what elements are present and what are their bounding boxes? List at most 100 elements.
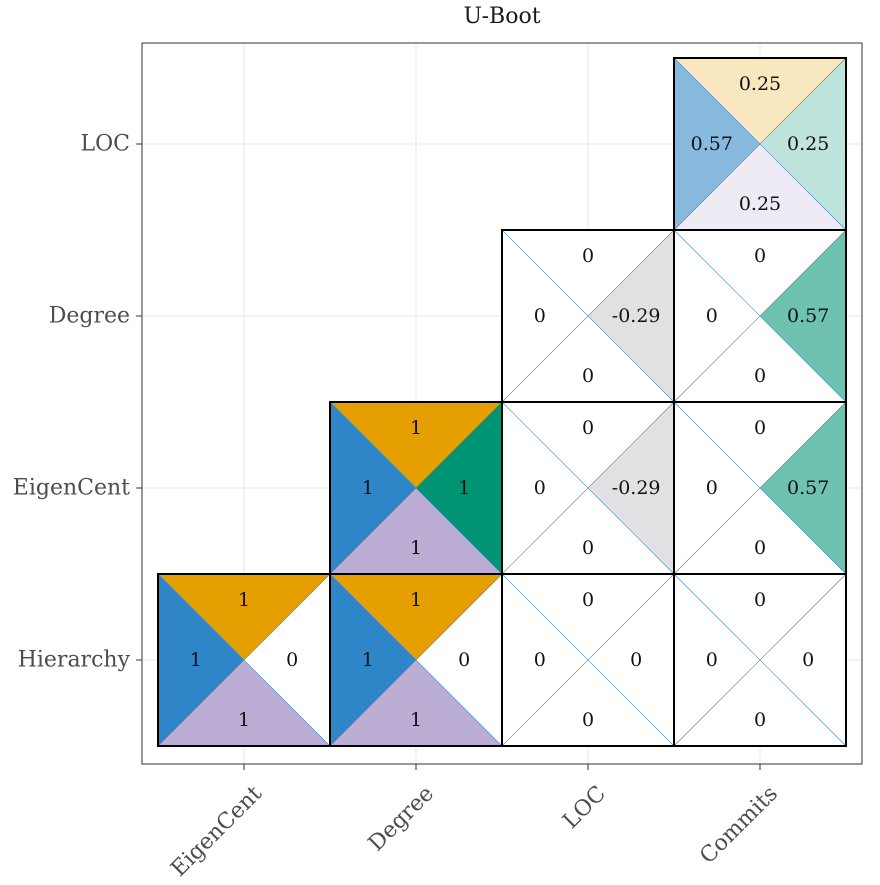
triangle-right <box>416 574 502 746</box>
triangle-left <box>502 230 588 402</box>
heatmap-cell: 1 1 0 1 <box>157 573 331 747</box>
triangle-right <box>760 230 846 402</box>
value-label-right: 0 <box>458 649 470 671</box>
value-label-left: 0 <box>534 649 546 671</box>
y-tick-label: Hierarchy <box>18 648 131 673</box>
value-label-bottom: 1 <box>410 537 422 559</box>
triangle-top <box>502 230 674 316</box>
triangle-right <box>588 574 674 746</box>
value-label-top: 0 <box>754 417 766 439</box>
value-label-right: 0 <box>802 649 814 671</box>
heatmap-cell: 0.25 0.57 0.25 0.25 <box>673 57 847 231</box>
heatmap-cell: 0 0 0 0 <box>501 573 675 747</box>
y-tick-label: Degree <box>49 304 130 329</box>
triangle-left <box>158 574 244 746</box>
value-label-top: 0 <box>754 245 766 267</box>
triangle-right <box>416 402 502 574</box>
value-label-right: 0.25 <box>787 133 829 155</box>
value-label-left: 0 <box>706 477 718 499</box>
value-label-right: 0 <box>630 649 642 671</box>
triangle-left <box>502 402 588 574</box>
heatmap-cell: 1 1 0 1 <box>329 573 503 747</box>
value-label-top: 0 <box>754 589 766 611</box>
triangle-top <box>502 402 674 488</box>
triangle-top <box>330 402 502 488</box>
value-label-bottom: 1 <box>238 709 250 731</box>
triangle-right <box>760 574 846 746</box>
triangle-bottom <box>502 488 674 574</box>
value-label-right: 0 <box>286 649 298 671</box>
triangle-left <box>330 402 416 574</box>
y-tick-label: EigenCent <box>13 476 130 501</box>
value-label-bottom: 0 <box>754 709 766 731</box>
value-label-left: 1 <box>362 649 374 671</box>
triangle-bottom <box>330 660 502 746</box>
cell-diagonal <box>157 573 331 747</box>
x-tick-label: Commits <box>695 781 783 869</box>
triangle-right <box>588 230 674 402</box>
triangle-bottom <box>502 660 674 746</box>
heatmap-cells: 1 1 0 1 1 1 0 1 0 0 0 0 0 0 0 0 1 1 1 1 0 0 -0.29 0 0 0 0.57 0 0 0 -0.… <box>157 57 847 747</box>
value-label-left: 1 <box>190 649 202 671</box>
value-label-bottom: 1 <box>410 709 422 731</box>
value-label-left: 0 <box>706 305 718 327</box>
triangle-left <box>502 574 588 746</box>
heatmap-cell: 0 0 0.57 0 <box>673 229 847 403</box>
value-label-top: 1 <box>238 589 250 611</box>
cell-diagonal <box>673 573 847 747</box>
chart-title: U-Boot <box>463 4 540 29</box>
cell-diagonal <box>673 229 847 403</box>
triangle-top <box>502 574 674 660</box>
value-label-left: 0 <box>534 477 546 499</box>
triangle-bottom <box>502 316 674 402</box>
value-label-bottom: 0 <box>582 537 594 559</box>
value-label-right: 0.57 <box>787 477 829 499</box>
cell-border <box>673 57 847 231</box>
triangle-top <box>158 574 330 660</box>
value-label-top: 0 <box>582 417 594 439</box>
triangle-right <box>760 402 846 574</box>
value-label-top: 0 <box>582 245 594 267</box>
triangle-top <box>330 574 502 660</box>
triangle-left <box>330 574 416 746</box>
triangle-top <box>674 402 846 488</box>
triangle-bottom <box>674 660 846 746</box>
triangle-right <box>760 58 846 230</box>
value-label-right: -0.29 <box>612 477 661 499</box>
x-tick-label: Degree <box>364 781 439 856</box>
triangle-bottom <box>674 316 846 402</box>
value-label-right: 0.57 <box>787 305 829 327</box>
value-label-bottom: 0 <box>754 365 766 387</box>
cell-diagonal <box>501 573 675 747</box>
value-label-top: 1 <box>410 417 422 439</box>
x-tick-label: EigenCent <box>166 781 267 882</box>
cell-diagonal <box>673 57 847 231</box>
triangle-right <box>244 574 330 746</box>
cell-diagonal <box>501 401 675 575</box>
value-label-left: 0.57 <box>691 133 733 155</box>
value-label-bottom: 0 <box>582 709 594 731</box>
heatmap-cell: 0 0 0.57 0 <box>673 401 847 575</box>
triangle-bottom <box>330 488 502 574</box>
heatmap-cell: 0 0 -0.29 0 <box>501 229 675 403</box>
heatmap-cell: 0 0 -0.29 0 <box>501 401 675 575</box>
triangle-left <box>674 230 760 402</box>
x-tick-label: LOC <box>558 781 611 834</box>
value-label-top: 0 <box>582 589 594 611</box>
value-label-bottom: 0 <box>582 365 594 387</box>
triangle-left <box>674 574 760 746</box>
cell-diagonal <box>673 401 847 575</box>
triangle-bottom <box>674 488 846 574</box>
value-label-left: 1 <box>362 477 374 499</box>
triangle-bottom <box>158 660 330 746</box>
cell-diagonal <box>501 229 675 403</box>
value-label-top: 0.25 <box>739 73 781 95</box>
triangle-left <box>674 58 760 230</box>
heatmap-cell: 1 1 1 1 <box>329 401 503 575</box>
value-label-right: 1 <box>458 477 470 499</box>
heatmap-cell: 0 0 0 0 <box>673 573 847 747</box>
triangle-top <box>674 58 846 144</box>
value-label-right: -0.29 <box>612 305 661 327</box>
cell-diagonal <box>329 401 503 575</box>
